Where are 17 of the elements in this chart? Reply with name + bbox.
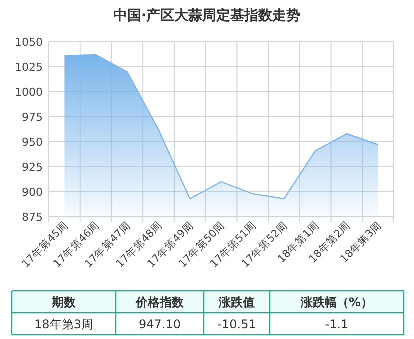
text: 947.10 bbox=[139, 318, 181, 332]
y-tick-label: 975 bbox=[22, 111, 43, 124]
text: 期数 bbox=[51, 296, 77, 310]
text: 涨跌幅（%） bbox=[300, 296, 374, 310]
y-tick-label: 925 bbox=[22, 161, 43, 174]
text: 价格指数 bbox=[135, 296, 185, 310]
text: 涨跌值 bbox=[218, 296, 255, 310]
y-tick-label: 1025 bbox=[15, 61, 43, 74]
y-tick-label: 950 bbox=[22, 136, 43, 149]
y-tick-label: 875 bbox=[22, 211, 43, 224]
text: -10.51 bbox=[218, 318, 256, 332]
y-tick-label: 1050 bbox=[15, 36, 43, 49]
chart-title: 中国·产区大蒜周定基指数走势 bbox=[113, 7, 301, 24]
y-tick-label: 900 bbox=[22, 186, 43, 199]
y-tick-label: 1000 bbox=[15, 86, 43, 99]
text: 18年第3周 bbox=[34, 318, 94, 332]
text: -1.1 bbox=[325, 318, 349, 332]
